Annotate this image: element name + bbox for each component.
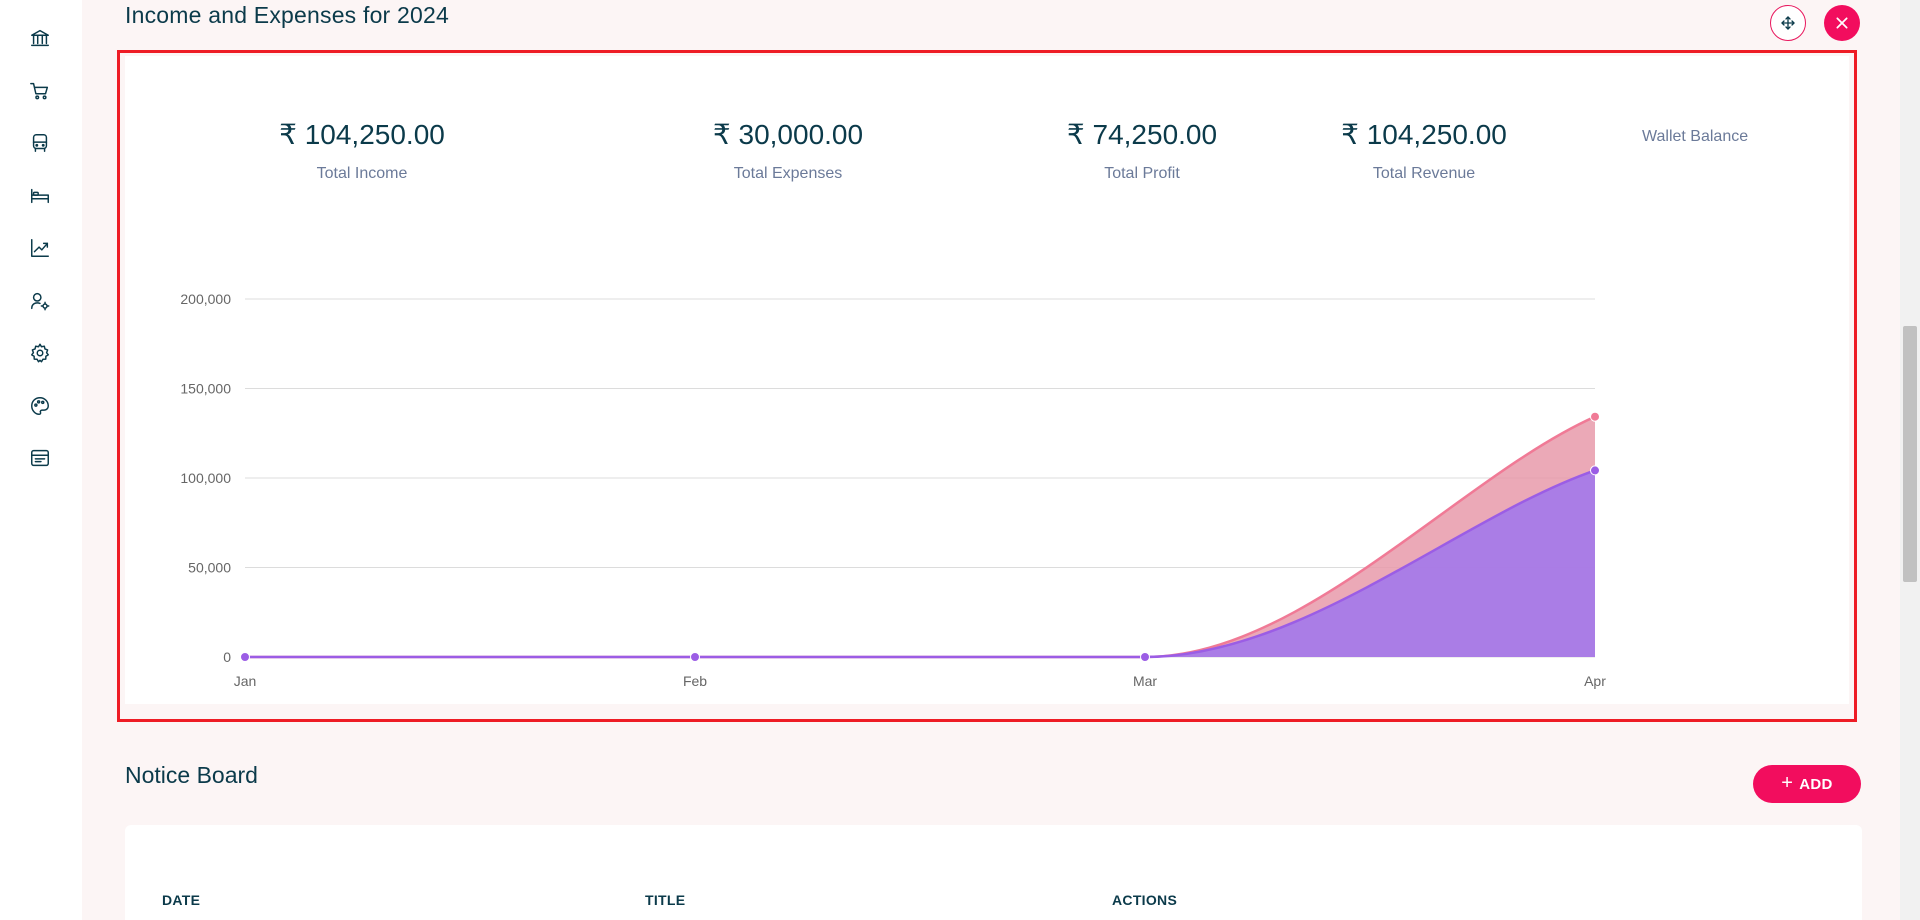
stat-total-profit: ₹ 74,250.00 Total Profit (1032, 118, 1252, 183)
stat-value: ₹ 30,000.00 (712, 119, 864, 150)
add-label: ADD (1799, 775, 1833, 793)
y-tick-label: 200,000 (180, 291, 231, 307)
stat-value: ₹ 104,250.00 (279, 119, 445, 150)
data-point (240, 652, 250, 662)
chart-section-title: Income and Expenses for 2024 (125, 2, 449, 28)
move-button[interactable] (1770, 5, 1806, 41)
bank-icon[interactable] (28, 26, 52, 50)
x-tick-label: Feb (683, 673, 707, 689)
data-point (1590, 411, 1600, 422)
series-line (245, 469, 1596, 659)
series-area (245, 470, 1595, 657)
wallet-balance-label: Wallet Balance (1642, 128, 1749, 145)
x-tick-label: Mar (1133, 673, 1157, 689)
palette-icon[interactable] (28, 394, 52, 418)
scrollbar-thumb[interactable] (1903, 326, 1917, 582)
data-point (1590, 465, 1600, 476)
card-icon[interactable] (28, 446, 52, 470)
column-header-date[interactable]: DATE (162, 892, 201, 908)
x-tick-label: Jan (234, 673, 257, 689)
stat-total-revenue: ₹ 104,250.00 Total Revenue (1314, 118, 1534, 183)
stat-total-expenses: ₹ 30,000.00 Total Expenses (678, 118, 898, 183)
page-scrollbar[interactable] (1900, 0, 1920, 920)
user-settings-icon[interactable] (28, 289, 52, 313)
close-icon (1836, 17, 1848, 29)
stat-label: Total Expenses (733, 165, 843, 182)
y-tick-label: 50,000 (188, 560, 231, 576)
cart-icon[interactable] (28, 79, 52, 103)
bed-icon[interactable] (28, 184, 52, 208)
gear-icon[interactable] (28, 341, 52, 365)
income-expenses-chart: 0 50,000 100,000 150,000 200,000 Jan Feb Mar Apr (180, 291, 1606, 689)
y-tick-label: 150,000 (180, 381, 231, 397)
notice-board-title: Notice Board (125, 762, 258, 788)
stat-label: Total Profit (1104, 165, 1180, 182)
stat-label: Total Revenue (1372, 165, 1476, 182)
add-notice-button[interactable]: + ADD (1753, 765, 1861, 803)
stat-label: Total Income (316, 165, 408, 182)
bus-icon[interactable] (28, 131, 52, 155)
move-icon (1781, 16, 1795, 30)
plus-icon: + (1781, 772, 1794, 794)
column-header-title[interactable]: TITLE (645, 892, 686, 908)
income-expenses-card: 0 50,000 100,000 150,000 200,000 Jan Feb Mar Apr… (117, 50, 1857, 722)
close-button[interactable] (1824, 5, 1860, 41)
sidebar (0, 0, 82, 920)
stat-value: ₹ 74,250.00 (1066, 119, 1218, 150)
stat-total-income: ₹ 104,250.00 Total Income (252, 118, 472, 183)
x-tick-label: Apr (1584, 673, 1606, 689)
column-header-actions[interactable]: ACTIONS (1112, 892, 1178, 908)
notice-table (125, 825, 1862, 920)
chart-line-icon[interactable] (28, 236, 52, 260)
data-point (690, 652, 700, 662)
stat-value: ₹ 104,250.00 (1341, 119, 1507, 150)
y-tick-label: 0 (223, 649, 231, 665)
data-point (1140, 652, 1150, 662)
chart-panel: 0 50,000 100,000 150,000 200,000 Jan Feb Mar Apr… (125, 56, 1849, 704)
y-tick-label: 100,000 (180, 470, 231, 486)
